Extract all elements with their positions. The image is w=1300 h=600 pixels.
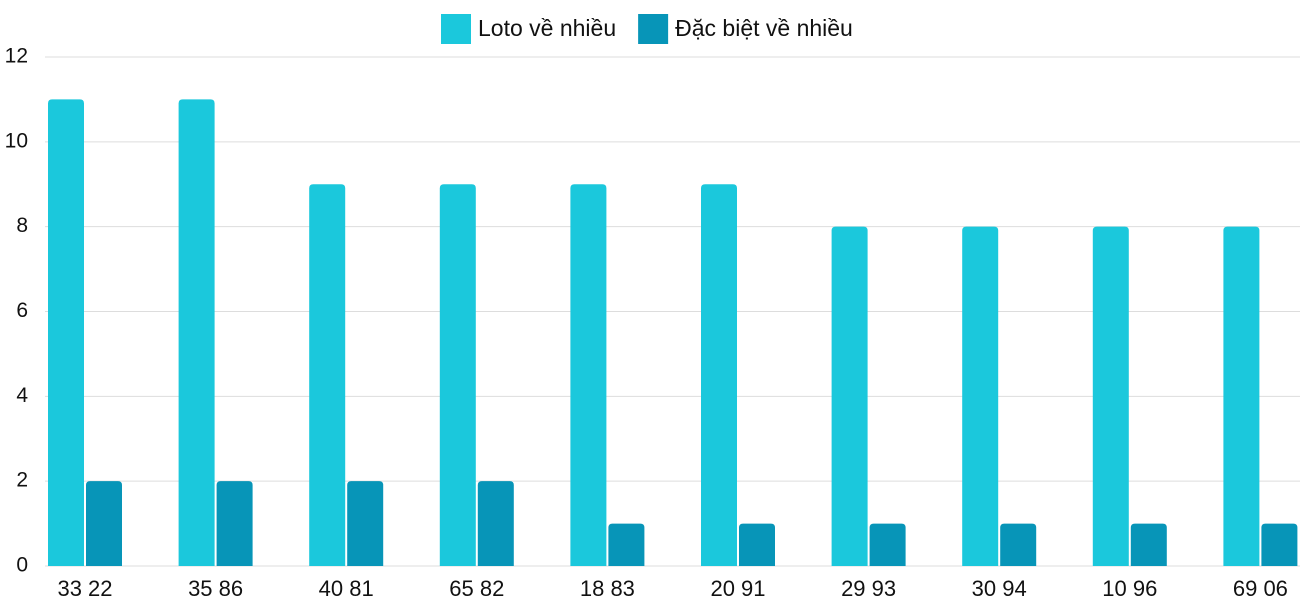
bar: [1261, 523, 1298, 566]
y-tick-label: 10: [5, 129, 28, 152]
x-tick-label: 10 96: [1102, 576, 1157, 600]
bar: [1130, 523, 1167, 566]
bar: [347, 481, 384, 566]
bar: [962, 226, 999, 566]
x-tick-label: 40 81: [319, 576, 374, 600]
x-tick-label: 29 93: [841, 576, 896, 600]
x-tick-label: 69 06: [1233, 576, 1288, 600]
bar: [439, 184, 476, 566]
bar: [309, 184, 346, 566]
x-tick-label: 18 83: [580, 576, 635, 600]
y-tick-label: 12: [5, 45, 28, 68]
x-tick-label: 65 82: [449, 576, 504, 600]
legend-swatch: [638, 14, 669, 44]
bar: [178, 99, 215, 567]
y-tick-label: 4: [16, 384, 28, 407]
y-tick-label: 0: [16, 554, 28, 577]
y-tick-label: 6: [16, 299, 28, 322]
bar: [477, 481, 514, 566]
x-tick-label: 20 91: [710, 576, 765, 600]
bar: [1092, 226, 1129, 566]
x-tick-label: 33 22: [57, 576, 112, 600]
bar: [608, 523, 645, 566]
bar: [701, 184, 737, 566]
x-tick-label: 35 86: [188, 576, 243, 600]
x-tick-label: 30 94: [972, 576, 1027, 600]
bar: [831, 226, 868, 566]
bar: [869, 523, 906, 566]
y-tick-label: 2: [16, 469, 28, 492]
bar: [1223, 226, 1260, 566]
legend-label: Đặc biệt về nhiều: [675, 15, 853, 41]
bar: [86, 481, 122, 566]
legend-label: Loto về nhiều: [478, 15, 616, 41]
legend-swatch: [441, 14, 471, 44]
y-tick-label: 8: [16, 214, 28, 237]
bar: [570, 184, 607, 566]
bar: [1000, 523, 1037, 566]
bar: [48, 99, 84, 567]
bar: [739, 523, 775, 566]
bar: [216, 481, 253, 566]
